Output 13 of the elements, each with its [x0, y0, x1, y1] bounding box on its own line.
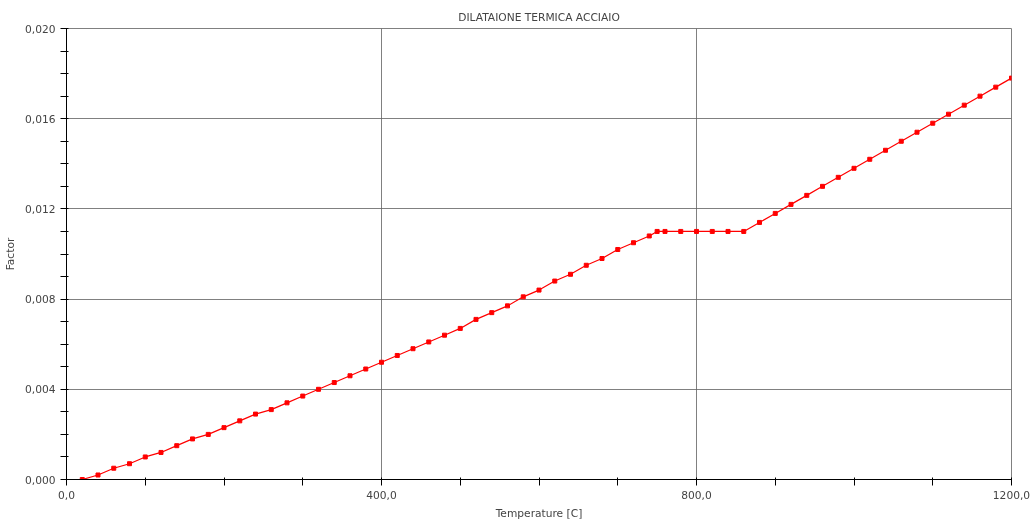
y-tick-label: 0,008 — [24, 293, 56, 307]
y-axis-title: Factor — [3, 237, 17, 271]
x-axis-title: Temperature [C] — [494, 506, 583, 520]
y-tick-label: 0,000 — [24, 473, 56, 487]
y-tick-label: 0,012 — [24, 202, 56, 216]
x-tick-label: 800,0 — [681, 488, 712, 502]
x-tick-label: 400,0 — [366, 488, 397, 502]
x-tick-label: 0,0 — [58, 488, 76, 502]
y-tick-label: 0,020 — [24, 22, 56, 36]
y-tick-label: 0,016 — [24, 112, 56, 126]
x-tick-label: 1200,0 — [992, 488, 1031, 502]
y-tick-label: 0,004 — [24, 383, 56, 397]
chart-title: DILATAIONE TERMICA ACCIAIO — [458, 10, 620, 24]
